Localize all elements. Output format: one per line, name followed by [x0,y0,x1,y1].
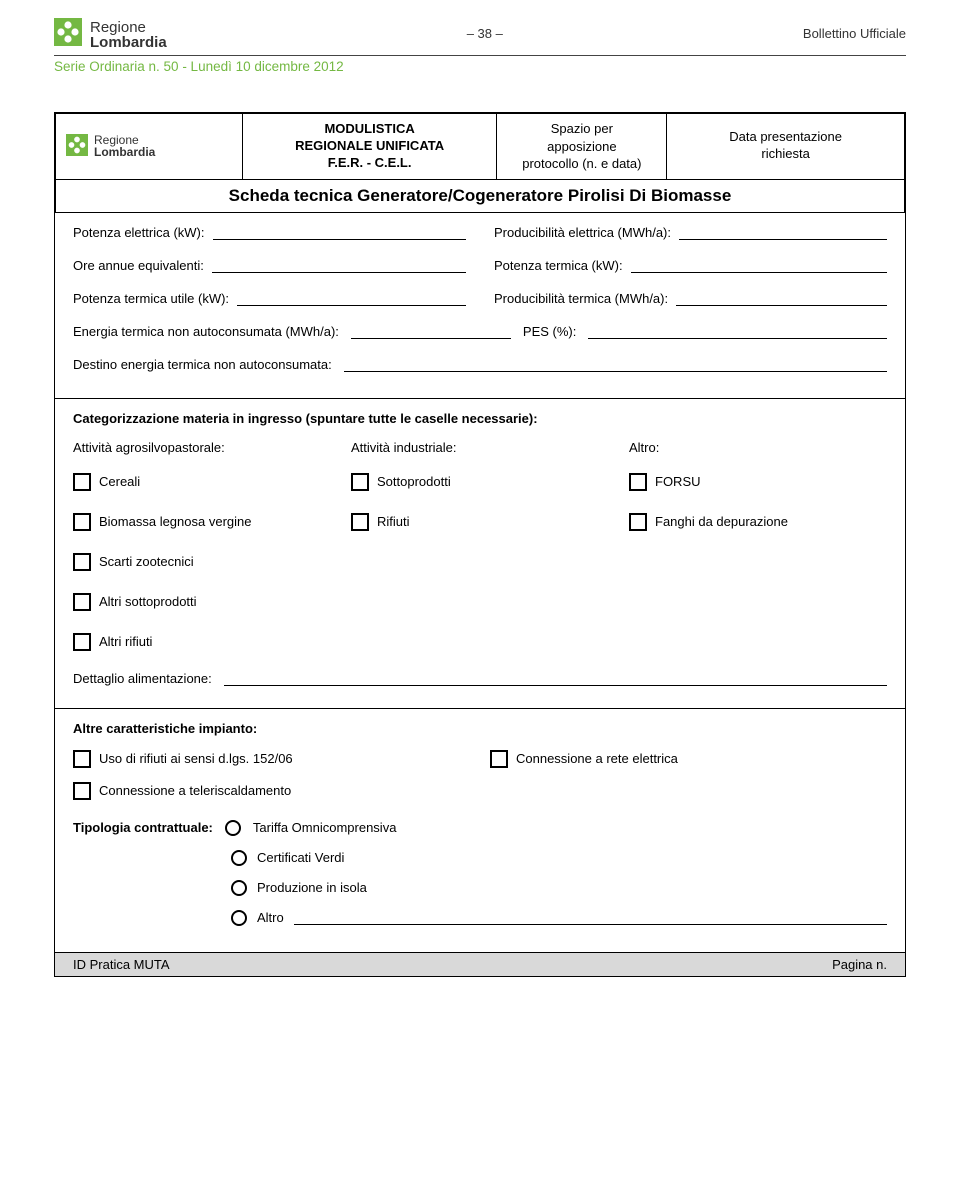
top-header: Regione Lombardia – 38 – Bollettino Uffi… [54,18,906,51]
banner-title: Scheda tecnica Generatore/Cogeneratore P… [56,179,905,212]
input-potenza-elettrica[interactable] [213,226,467,240]
cb-uso-rifiuti[interactable] [73,750,91,768]
data-l1: Data presentazione [677,129,894,146]
lbl-certificati: Certificati Verdi [257,850,344,865]
input-pot-term-utile[interactable] [237,292,466,306]
form-frame: Regione Lombardia MODULISTICA REGIONALE … [54,112,906,977]
cb-biomassa[interactable] [73,513,91,531]
lbl-energia-non-auto: Energia termica non autoconsumata (MWh/a… [73,324,339,339]
cb-altri-rifiuti[interactable] [73,633,91,651]
lbl-cereali: Cereali [99,474,140,489]
lbl-ore-annue: Ore annue equivalenti: [73,258,204,273]
cb-conn-rete[interactable] [490,750,508,768]
modulo-l3: F.E.R. - C.E.L. [253,155,487,172]
logo-line1: Regione [90,20,167,35]
spazio-l3: protocollo (n. e data) [507,155,656,173]
inner-logo-l2: Lombardia [94,146,155,158]
lbl-pot-term-utile: Potenza termica utile (kW): [73,291,229,306]
lbl-tipologia: Tipologia contrattuale: [73,820,213,835]
region-logo-block: Regione Lombardia [54,18,167,51]
lombardia-cross-icon [66,134,88,159]
spazio-l1: Spazio per [507,120,656,138]
col2-head: Attività industriale: [351,440,609,455]
lbl-forsu: FORSU [655,474,701,489]
radio-produzione[interactable] [231,880,247,896]
lbl-dettaglio: Dettaglio alimentazione: [73,671,212,686]
input-potenza-termica[interactable] [631,259,887,273]
spazio-l2: apposizione [507,138,656,156]
cell-logo: Regione Lombardia [56,114,243,180]
altre-title: Altre caratteristiche impianto: [73,721,887,736]
section-fields: Potenza elettrica (kW): Producibilità el… [55,213,905,398]
footer-left: ID Pratica MUTA [73,957,170,972]
cb-conn-tele[interactable] [73,782,91,800]
input-prod-termica[interactable] [676,292,887,306]
input-ore-annue[interactable] [212,259,466,273]
lbl-altri-sotto: Altri sottoprodotti [99,594,197,609]
input-dettaglio[interactable] [224,672,887,686]
lbl-potenza-termica: Potenza termica (kW): [494,258,623,273]
section-altre: Altre caratteristiche impianto: Uso di r… [55,708,905,952]
modulo-l1: MODULISTICA [253,121,487,138]
serie-line: Serie Ordinaria n. 50 - Lunedì 10 dicemb… [54,55,906,74]
lbl-scarti: Scarti zootecnici [99,554,194,569]
cell-data: Data presentazione richiesta [667,114,905,180]
input-pes[interactable] [588,325,887,339]
lbl-tariffa: Tariffa Omnicomprensiva [253,820,397,835]
lbl-prod-elettrica: Producibilità elettrica (MWh/a): [494,225,671,240]
section-categorizzazione: Categorizzazione materia in ingresso (sp… [55,398,905,708]
lbl-fanghi: Fanghi da depurazione [655,514,788,529]
col1-head: Attività agrosilvopastorale: [73,440,331,455]
cb-sottoprodotti[interactable] [351,473,369,491]
modulo-l2: REGIONALE UNIFICATA [253,138,487,155]
cell-spazio: Spazio per apposizione protocollo (n. e … [497,114,667,180]
lbl-produzione: Produzione in isola [257,880,367,895]
bollettino-label: Bollettino Ufficiale [803,18,906,41]
radio-altro[interactable] [231,910,247,926]
data-l2: richiesta [677,146,894,163]
input-destino[interactable] [344,358,887,372]
lbl-conn-rete: Connessione a rete elettrica [516,751,678,766]
lbl-rifiuti: Rifiuti [377,514,410,529]
lombardia-cross-icon [54,18,82,51]
footer-row: ID Pratica MUTA Pagina n. [55,952,905,976]
lbl-altri-rifiuti: Altri rifiuti [99,634,152,649]
radio-certificati[interactable] [231,850,247,866]
input-prod-elettrica[interactable] [679,226,887,240]
cat-title: Categorizzazione materia in ingresso (sp… [73,411,887,426]
header-table: Regione Lombardia MODULISTICA REGIONALE … [55,113,905,213]
lbl-altro: Altro [257,910,284,925]
radio-tariffa[interactable] [225,820,241,836]
lbl-prod-termica: Producibilità termica (MWh/a): [494,291,668,306]
lbl-pes: PES (%): [523,324,576,339]
lbl-conn-tele: Connessione a teleriscaldamento [99,783,291,798]
input-energia-non-auto[interactable] [351,325,511,339]
lbl-destino: Destino energia termica non autoconsumat… [73,357,332,372]
footer-right: Pagina n. [832,957,887,972]
cb-fanghi[interactable] [629,513,647,531]
lbl-biomassa: Biomassa legnosa vergine [99,514,251,529]
cb-altri-sotto[interactable] [73,593,91,611]
input-altro[interactable] [294,911,887,925]
page-number: – 38 – [467,18,503,41]
col3-head: Altro: [629,440,887,455]
cell-title: MODULISTICA REGIONALE UNIFICATA F.E.R. -… [242,114,497,180]
cb-forsu[interactable] [629,473,647,491]
lbl-potenza-elettrica: Potenza elettrica (kW): [73,225,205,240]
lbl-uso-rifiuti: Uso di rifiuti ai sensi d.lgs. 152/06 [99,751,293,766]
cb-cereali[interactable] [73,473,91,491]
page: Regione Lombardia – 38 – Bollettino Uffi… [0,0,960,1007]
cb-rifiuti[interactable] [351,513,369,531]
logo-line2: Lombardia [90,35,167,50]
cb-scarti[interactable] [73,553,91,571]
lbl-sottoprodotti: Sottoprodotti [377,474,451,489]
